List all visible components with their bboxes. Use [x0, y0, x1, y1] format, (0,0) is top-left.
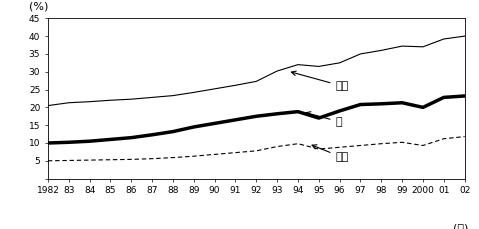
- Text: (年): (年): [454, 224, 469, 229]
- Text: 男性: 男性: [312, 145, 349, 162]
- Text: 計: 計: [306, 112, 342, 127]
- Text: (%): (%): [29, 2, 48, 12]
- Text: 女性: 女性: [291, 71, 349, 91]
